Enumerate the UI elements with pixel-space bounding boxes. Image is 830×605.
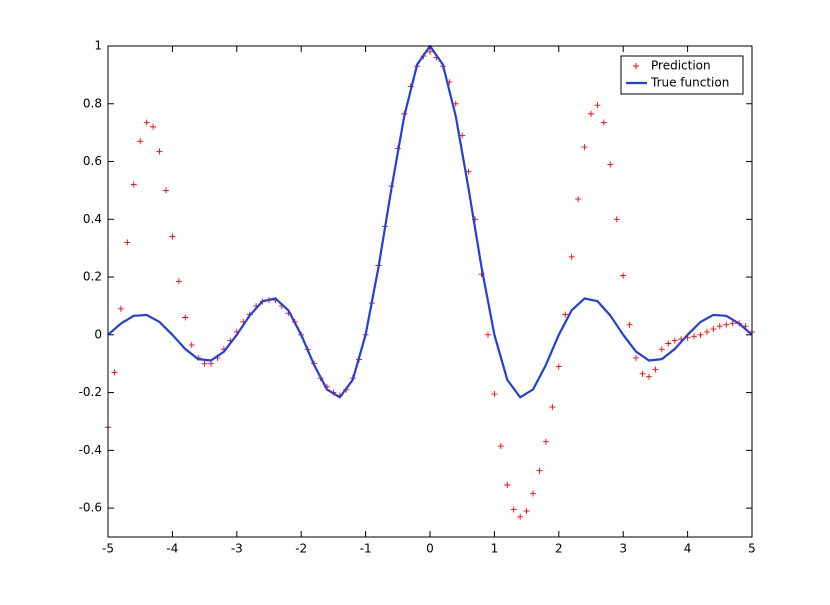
y-tick-label: 1 (94, 39, 102, 53)
prediction-point (671, 337, 678, 344)
prediction-point (716, 323, 723, 330)
prediction-point (124, 239, 131, 246)
prediction-point (111, 369, 118, 376)
prediction-point (169, 233, 176, 240)
prediction-point (588, 110, 594, 117)
prediction-point (549, 404, 556, 411)
x-tick-label: 4 (684, 542, 692, 556)
prediction-point (542, 438, 549, 445)
prediction-point (156, 148, 163, 155)
prediction-point (703, 328, 710, 335)
prediction-point (504, 482, 511, 489)
x-tick-label: -4 (166, 542, 178, 556)
plot-area (108, 46, 752, 537)
y-tick-label: 0.2 (83, 270, 102, 284)
x-tick-label: 3 (619, 542, 627, 556)
y-tick-label: 0 (94, 327, 102, 341)
prediction-point (484, 331, 491, 338)
prediction-point (491, 391, 498, 398)
prediction-point (665, 340, 672, 347)
prediction-point (562, 311, 569, 318)
x-tick-label: 0 (426, 542, 434, 556)
legend-box (620, 55, 744, 95)
prediction-point (607, 161, 614, 168)
prediction-point (130, 181, 137, 188)
prediction-point (162, 187, 169, 194)
prediction-point (600, 119, 607, 126)
prediction-point (188, 341, 195, 348)
prediction-point (201, 360, 208, 367)
y-tick-label: 0.8 (83, 96, 102, 110)
prediction-point (594, 102, 601, 109)
prediction-point (620, 272, 627, 279)
prediction-point (710, 326, 717, 333)
prediction-point (150, 123, 157, 130)
prediction-point (427, 48, 433, 55)
prediction-point (517, 513, 524, 520)
prediction-point (575, 196, 582, 203)
prediction-point (723, 321, 730, 328)
x-tick-label: -3 (231, 542, 243, 556)
x-tick-label: 2 (555, 542, 563, 556)
y-tick-label: -0.2 (79, 385, 102, 399)
prediction-point (697, 331, 704, 338)
prediction-point (652, 366, 659, 373)
legend: Prediction True function (620, 55, 744, 95)
prediction-point (729, 320, 736, 327)
prediction-point (691, 333, 698, 340)
y-tick-label: 0.4 (83, 212, 102, 226)
x-tick-label: 1 (491, 542, 499, 556)
prediction-point (613, 216, 620, 223)
prediction-point (117, 305, 124, 312)
prediction-point (530, 490, 537, 497)
x-tick-label: -5 (102, 542, 114, 556)
prediction-point (626, 321, 633, 328)
x-tick-label: 5 (748, 542, 756, 556)
prediction-point (658, 346, 665, 353)
prediction-point (645, 373, 652, 380)
prediction-point (555, 363, 562, 370)
y-tick-label: -0.4 (79, 443, 102, 457)
x-tick-label: -1 (360, 542, 372, 556)
prediction-point (581, 144, 588, 151)
prediction-point (523, 508, 530, 515)
prediction-point (568, 253, 575, 260)
prediction-point (137, 138, 144, 145)
legend-label: True function (650, 76, 729, 90)
x-tick-label: -2 (295, 542, 307, 556)
plot-frame (107, 45, 753, 538)
prediction-point (633, 354, 640, 361)
prediction-point (639, 370, 646, 377)
y-tick-label: 0.6 (83, 154, 102, 168)
y-tick-label: -0.6 (79, 501, 102, 515)
legend-marker (633, 63, 639, 69)
prediction-point (182, 314, 189, 321)
prediction-point (208, 360, 215, 367)
prediction-point (536, 467, 543, 474)
prediction-point (510, 506, 517, 513)
legend-label: Prediction (651, 59, 711, 73)
prediction-point (497, 443, 504, 450)
prediction-point (175, 278, 182, 285)
prediction-point (143, 119, 150, 126)
